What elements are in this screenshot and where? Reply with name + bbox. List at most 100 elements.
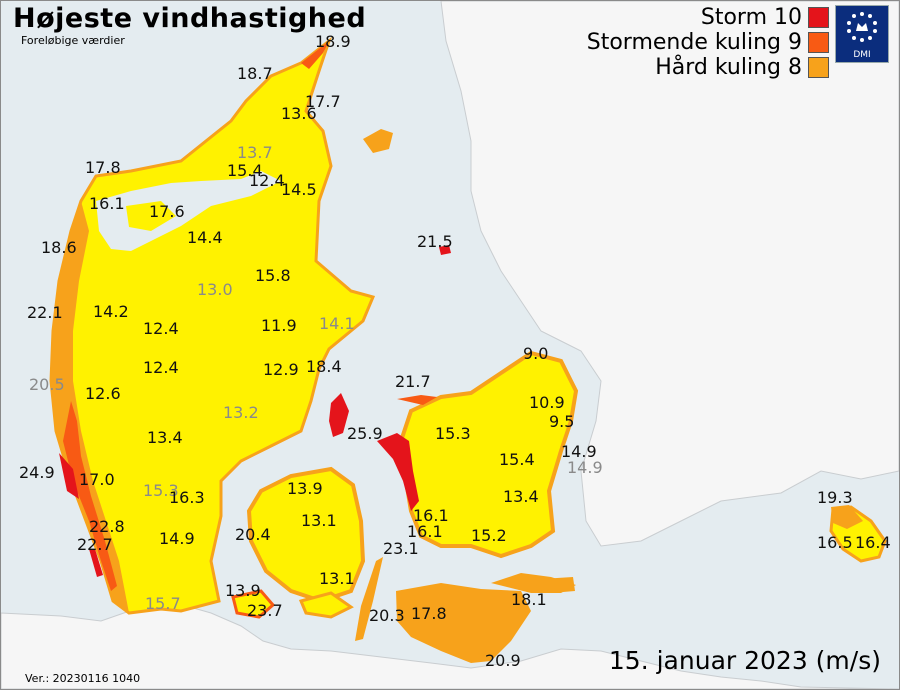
station-value: 16.1 xyxy=(89,194,125,213)
station-value: 13.1 xyxy=(301,511,337,530)
zealand-sejero xyxy=(397,395,437,405)
station-value: 13.9 xyxy=(287,479,323,498)
als-island xyxy=(231,589,276,619)
dmi-logo[interactable]: DMI xyxy=(835,5,889,63)
legend-swatch xyxy=(808,7,829,28)
legend-label: Stormende kuling 9 xyxy=(586,30,802,55)
skagen-gale xyxy=(301,41,329,69)
jutland-west-red xyxy=(59,453,103,577)
station-value: 18.7 xyxy=(237,64,273,83)
station-value: 16.1 xyxy=(413,506,449,525)
zealand-land xyxy=(398,350,579,559)
legend: Storm 10 Stormende kuling 9 Hård kuling … xyxy=(549,5,829,80)
station-labels: 18.918.717.713.613.715.412.414.517.816.1… xyxy=(19,32,891,670)
legend-label: Hård kuling 8 xyxy=(655,55,802,80)
station-value: 15.3 xyxy=(435,424,471,443)
langeland-island xyxy=(355,557,383,641)
sweden-land xyxy=(440,1,899,547)
station-value: 14.5 xyxy=(281,180,317,199)
station-value: 22.8 xyxy=(89,517,125,536)
legend-item-gale: Hård kuling 8 xyxy=(549,55,829,80)
station-value: 16.3 xyxy=(169,488,205,507)
station-value: 20.4 xyxy=(235,525,271,544)
station-value: 9.5 xyxy=(549,412,574,431)
station-value: 13.0 xyxy=(197,280,233,299)
station-value: 23.1 xyxy=(383,539,419,558)
crown-stars-icon xyxy=(847,12,877,42)
station-value: 13.2 xyxy=(223,403,259,422)
legend-label: Storm 10 xyxy=(700,5,802,30)
funen-land xyxy=(246,466,366,604)
station-value: 15.4 xyxy=(499,450,535,469)
jutland-west-storm xyxy=(63,401,117,591)
aero-island xyxy=(298,591,354,619)
station-value: 14.9 xyxy=(567,458,603,477)
station-value: 18.6 xyxy=(41,238,77,257)
legend-swatch xyxy=(808,32,829,53)
station-value: 22.7 xyxy=(77,535,113,554)
station-value: 20.9 xyxy=(485,651,521,670)
station-value: 20.5 xyxy=(29,375,65,394)
station-value: 16.5 xyxy=(817,533,853,552)
station-value: 19.3 xyxy=(817,488,853,507)
station-value: 18.1 xyxy=(511,590,547,609)
station-value: 12.4 xyxy=(143,319,179,338)
station-value: 14.2 xyxy=(93,302,129,321)
station-value: 17.0 xyxy=(79,470,115,489)
station-value: 13.6 xyxy=(281,104,317,123)
station-value: 15.3 xyxy=(143,481,179,500)
station-value: 14.1 xyxy=(319,314,355,333)
station-value: 12.6 xyxy=(85,384,121,403)
legend-item-strong-gale: Stormende kuling 9 xyxy=(549,30,829,55)
bornholm-gale xyxy=(831,505,863,529)
station-value: 18.9 xyxy=(315,32,351,51)
station-value: 15.7 xyxy=(145,594,181,613)
station-value: 17.8 xyxy=(411,604,447,623)
station-value: 13.4 xyxy=(503,487,539,506)
station-value: 14.9 xyxy=(159,529,195,548)
station-value: 11.9 xyxy=(261,316,297,335)
station-value: 22.1 xyxy=(27,303,63,322)
map-title: Højeste vindhastighed xyxy=(13,3,367,34)
station-value: 14.9 xyxy=(561,442,597,461)
limfjord-water xyxy=(96,171,281,251)
legend-swatch xyxy=(808,57,829,78)
anholt-island xyxy=(439,245,451,255)
station-value: 21.7 xyxy=(395,372,431,391)
station-value: 16.1 xyxy=(407,522,443,541)
station-value: 12.4 xyxy=(249,171,285,190)
station-value: 17.6 xyxy=(149,202,185,221)
station-value: 15.4 xyxy=(227,161,263,180)
station-value: 18.4 xyxy=(306,357,342,376)
station-value: 13.9 xyxy=(225,581,261,600)
station-value: 9.0 xyxy=(523,344,548,363)
date-label: 15. januar 2023 (m/s) xyxy=(608,646,881,675)
station-value: 15.2 xyxy=(471,526,507,545)
jutland-land xyxy=(49,36,376,615)
station-value: 12.9 xyxy=(263,360,299,379)
version-label: Ver.: 20230116 1040 xyxy=(25,672,141,685)
limfjord-island xyxy=(126,201,176,231)
station-value: 12.4 xyxy=(143,358,179,377)
station-value: 20.3 xyxy=(369,606,405,625)
station-value: 14.4 xyxy=(187,228,223,247)
map-subtitle: Foreløbige værdier xyxy=(21,34,125,47)
lolland-land xyxy=(396,583,531,663)
zealand-west-storm xyxy=(377,433,419,511)
station-value: 16.4 xyxy=(855,533,891,552)
jutland-west-gale xyxy=(51,201,129,613)
legend-item-storm: Storm 10 xyxy=(549,5,829,30)
laeso-island xyxy=(363,129,393,153)
mon-island xyxy=(541,577,575,593)
station-value: 13.4 xyxy=(147,428,183,447)
station-value: 17.7 xyxy=(305,92,341,111)
samso-island xyxy=(329,393,349,437)
station-value: 15.8 xyxy=(255,266,291,285)
station-value: 10.9 xyxy=(529,393,565,412)
station-value: 13.7 xyxy=(237,143,273,162)
dmi-logo-text: DMI xyxy=(853,50,871,60)
station-value: 17.8 xyxy=(85,158,121,177)
station-value: 25.9 xyxy=(347,424,383,443)
